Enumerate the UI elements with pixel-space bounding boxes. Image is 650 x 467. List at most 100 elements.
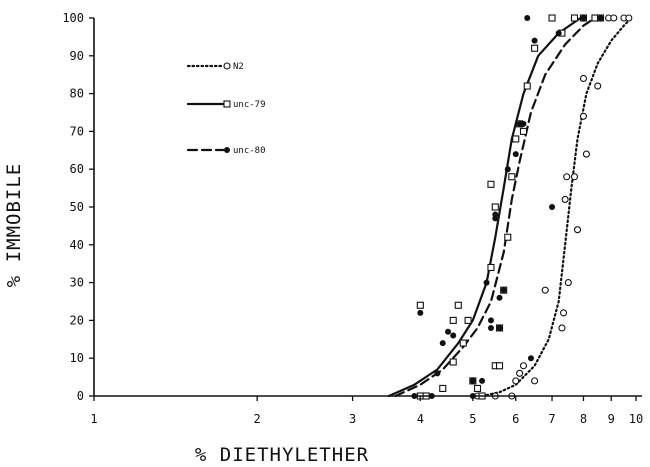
x-axis-title: % DIETHYLETHER <box>195 444 369 466</box>
x-tick-label: 2 <box>254 412 261 426</box>
data-point <box>524 15 531 21</box>
x-tick-label: 9 <box>608 412 615 426</box>
x-tick-label: 4 <box>417 412 424 426</box>
data-point <box>570 173 579 181</box>
x-tick-label: 3 <box>349 412 356 426</box>
data-point <box>449 358 457 366</box>
x-tick-label: 8 <box>580 412 587 426</box>
data-point <box>495 362 504 370</box>
data-point <box>504 166 511 173</box>
data-point <box>541 286 549 294</box>
data-point <box>483 279 490 286</box>
data-point <box>439 340 446 347</box>
x-tick-label: 1 <box>90 412 97 426</box>
data-point <box>579 74 588 83</box>
data-point <box>464 316 472 324</box>
data-point <box>487 317 494 324</box>
curves <box>387 16 633 398</box>
data-point <box>491 203 499 211</box>
data-point <box>496 324 503 331</box>
x-tick-label: 10 <box>629 412 643 426</box>
data-point <box>473 384 482 392</box>
data-point <box>561 195 569 203</box>
y-tick-label: 40 <box>70 238 84 252</box>
data-point <box>417 309 424 316</box>
x-tick-label: 7 <box>548 412 555 426</box>
data-point <box>487 180 495 188</box>
legend-label: unc-80 <box>233 146 266 156</box>
data-point <box>523 82 531 90</box>
data-point <box>558 324 566 332</box>
legend-label: N2 <box>233 62 244 72</box>
data-point <box>531 44 539 52</box>
data-point <box>555 30 562 37</box>
data-point <box>570 14 579 22</box>
data-point <box>504 233 512 241</box>
data-point <box>516 369 524 377</box>
data-point <box>531 377 539 385</box>
data-point <box>449 316 457 324</box>
y-tick-label: 100 <box>62 11 84 25</box>
x-tick-label: 6 <box>512 412 519 426</box>
data-point <box>519 127 528 135</box>
data-point <box>512 151 519 158</box>
y-tick-label: 60 <box>70 162 84 176</box>
data-point <box>582 150 590 158</box>
legend-marker <box>224 147 230 153</box>
data-point <box>454 301 462 309</box>
x-tick-label: 5 <box>469 412 476 426</box>
data-point <box>439 384 447 392</box>
data-point <box>580 15 587 21</box>
data-point <box>512 135 520 143</box>
legend-label: unc-79 <box>233 100 266 110</box>
data-point <box>512 377 520 385</box>
data-point <box>496 294 503 301</box>
data-point <box>416 301 424 309</box>
data-point <box>573 226 582 234</box>
data-point <box>487 263 495 272</box>
data-point <box>508 173 516 181</box>
data-point <box>594 82 602 90</box>
data-point <box>434 370 441 377</box>
data-point <box>487 324 494 331</box>
data-point <box>450 332 457 339</box>
markers <box>411 14 633 400</box>
data-point <box>597 15 604 21</box>
data-point <box>579 112 588 120</box>
data-point <box>445 328 452 335</box>
series-curve <box>387 16 582 398</box>
data-point <box>559 309 568 317</box>
series-curve <box>481 16 633 398</box>
data-point <box>479 377 486 384</box>
data-point <box>520 120 527 127</box>
y-axis-title: % IMMOBILE <box>3 163 25 287</box>
data-point <box>519 362 528 370</box>
series-curve <box>394 16 597 398</box>
data-point <box>549 204 556 210</box>
data-point <box>527 355 534 362</box>
data-point <box>459 339 467 347</box>
data-point <box>469 377 476 384</box>
data-point <box>500 287 507 294</box>
data-point <box>548 14 556 22</box>
y-tick-label: 90 <box>70 49 84 63</box>
y-tick-label: 70 <box>70 124 84 138</box>
plot-area <box>387 14 633 400</box>
data-point <box>563 173 571 181</box>
data-point <box>564 279 572 287</box>
y-tick-label: 30 <box>70 276 84 290</box>
y-tick-label: 50 <box>70 200 84 214</box>
legend: N2 unc-79 unc-80 <box>186 62 266 156</box>
data-point <box>625 14 633 22</box>
y-tick-label: 0 <box>77 389 84 403</box>
legend-marker <box>223 62 231 70</box>
data-point <box>531 37 538 44</box>
y-tick-label: 10 <box>70 351 84 365</box>
data-point <box>492 211 499 218</box>
y-tick-label: 20 <box>70 313 84 327</box>
data-point <box>610 14 618 22</box>
legend-marker <box>223 100 231 108</box>
y-tick-label: 80 <box>70 87 84 101</box>
